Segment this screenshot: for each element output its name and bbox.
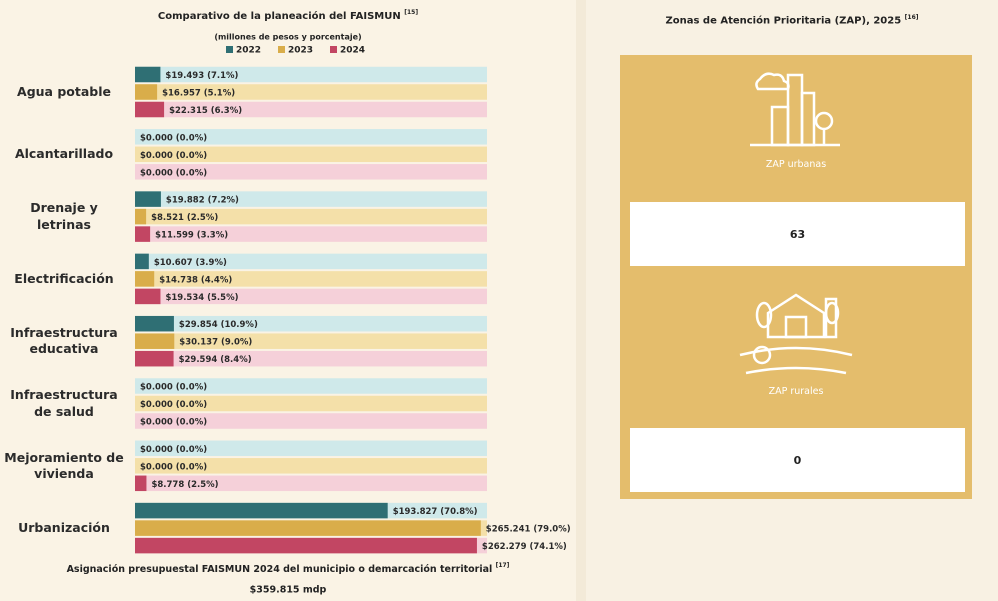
city-icon bbox=[750, 72, 840, 147]
value-label: $11.599 (3.3%) bbox=[155, 231, 228, 241]
footer-ref: [17] bbox=[496, 562, 510, 569]
zap-ref: [16] bbox=[904, 14, 919, 21]
value-label: $10.607 (3.9%) bbox=[154, 258, 227, 268]
zap-panel: Zonas de Atención Prioritaria (ZAP), 202… bbox=[586, 0, 998, 601]
value-label: $193.827 (70.8%) bbox=[393, 507, 478, 517]
legend-label: 2022 bbox=[236, 46, 261, 56]
value-label: $14.738 (4.4%) bbox=[159, 275, 232, 285]
category-label: Infraestructura educativa bbox=[10, 324, 118, 357]
title-ref: [15] bbox=[404, 9, 418, 16]
zap-icons bbox=[739, 72, 853, 375]
value-label: $0.000 (0.0%) bbox=[140, 462, 207, 472]
bar-track bbox=[135, 84, 487, 100]
bar bbox=[135, 191, 161, 207]
value-label: $19.882 (7.2%) bbox=[166, 196, 239, 206]
zap-box: ZAP urbanas 63 ZAP rurales 0 bbox=[620, 55, 972, 499]
value-label: $0.000 (0.0%) bbox=[140, 400, 207, 410]
bar bbox=[135, 101, 165, 118]
zap-title: Zonas de Atención Prioritaria (ZAP), 202… bbox=[586, 14, 998, 26]
bar bbox=[135, 475, 147, 492]
bar bbox=[135, 84, 158, 100]
category-label: Alcantarillado bbox=[14, 146, 114, 162]
value-label: $8.778 (2.5%) bbox=[151, 480, 218, 490]
bar-track bbox=[135, 350, 487, 367]
value-label: $0.000 (0.0%) bbox=[140, 383, 207, 393]
category-label: Mejoramiento de vivienda bbox=[4, 449, 124, 481]
bar bbox=[135, 66, 161, 83]
bar bbox=[135, 537, 477, 554]
footer-label: Asignación presupuestal FAISMUN 2024 del… bbox=[67, 562, 510, 575]
value-label: $0.000 (0.0%) bbox=[140, 151, 207, 161]
value-label: $30.137 (9.0%) bbox=[179, 338, 252, 348]
bar-track bbox=[135, 129, 487, 145]
value-label: $0.000 (0.0%) bbox=[140, 168, 207, 178]
bar-track bbox=[135, 208, 487, 225]
value-label: $8.521 (2.5%) bbox=[151, 213, 218, 223]
value-label: $19.493 (7.1%) bbox=[165, 71, 238, 81]
category-label: Infraestructura de salud bbox=[10, 387, 118, 419]
chart-title: Comparativo de la planeación del FAISMUN… bbox=[158, 9, 418, 23]
bar bbox=[135, 288, 161, 305]
bar-track bbox=[135, 253, 487, 270]
category-label: Agua potable bbox=[17, 83, 111, 99]
title-text: Comparativo de la planeación del FAISMUN bbox=[158, 10, 401, 22]
bar-track bbox=[135, 315, 487, 332]
bar-track bbox=[135, 440, 487, 457]
legend-swatch bbox=[330, 46, 337, 53]
category-label: Urbanización bbox=[18, 519, 110, 535]
value-label: $16.957 (5.1%) bbox=[162, 89, 235, 99]
category-label: Drenaje y letrinas bbox=[30, 200, 98, 232]
bar bbox=[135, 208, 147, 225]
value-label: $265.241 (79.0%) bbox=[486, 525, 571, 535]
legend-label: 2023 bbox=[288, 46, 313, 56]
bar-track bbox=[135, 164, 487, 180]
value-label: $29.594 (8.4%) bbox=[179, 355, 252, 365]
zap-value: 0 bbox=[630, 428, 965, 492]
bar bbox=[135, 271, 155, 287]
bar-track bbox=[135, 395, 487, 412]
bar-track bbox=[135, 226, 487, 242]
chart: Comparativo de la planeación del FAISMUN… bbox=[67, 9, 571, 596]
footer-amount: $359.815 mdp bbox=[250, 585, 327, 596]
bar bbox=[135, 226, 151, 242]
zap-label: ZAP urbanas bbox=[765, 159, 827, 170]
bar-track bbox=[135, 378, 487, 394]
bar bbox=[135, 253, 149, 270]
bar-track bbox=[135, 146, 487, 163]
value-label: $0.000 (0.0%) bbox=[140, 445, 207, 455]
value-label: $0.000 (0.0%) bbox=[140, 133, 207, 143]
zap-label: ZAP rurales bbox=[768, 386, 824, 397]
bar-track bbox=[135, 413, 487, 429]
bar bbox=[135, 520, 481, 536]
footer-text: Asignación presupuestal FAISMUN 2024 del… bbox=[67, 564, 493, 575]
farm-icon bbox=[739, 293, 853, 375]
value-label: $22.315 (6.3%) bbox=[169, 106, 242, 116]
bar bbox=[135, 315, 174, 332]
legend-swatch bbox=[226, 46, 233, 53]
bar-track bbox=[135, 333, 487, 349]
bar-track bbox=[135, 458, 487, 474]
bar-track bbox=[135, 101, 487, 118]
value-label: $29.854 (10.9%) bbox=[179, 320, 258, 330]
value-label: $0.000 (0.0%) bbox=[140, 418, 207, 428]
bar-track bbox=[135, 66, 487, 83]
value-label: $262.279 (74.1%) bbox=[482, 542, 567, 552]
legend-label: 2024 bbox=[340, 46, 365, 56]
value-label: $19.534 (5.5%) bbox=[165, 293, 238, 303]
bar bbox=[135, 333, 175, 349]
legend-swatch bbox=[278, 46, 285, 53]
zap-value: 63 bbox=[630, 202, 965, 266]
bar bbox=[135, 502, 388, 519]
chart-panel: Comparativo de la planeación del FAISMUN… bbox=[0, 0, 576, 601]
bar-track bbox=[135, 271, 487, 287]
zap-title-text: Zonas de Atención Prioritaria (ZAP), 202… bbox=[665, 15, 902, 27]
category-label: Electrificación bbox=[14, 270, 114, 286]
chart-subtitle: (millones de pesos y porcentaje) bbox=[214, 33, 361, 42]
bar-track bbox=[135, 475, 487, 492]
bar-track bbox=[135, 288, 487, 305]
bar-track bbox=[135, 191, 487, 207]
bar bbox=[135, 350, 174, 367]
